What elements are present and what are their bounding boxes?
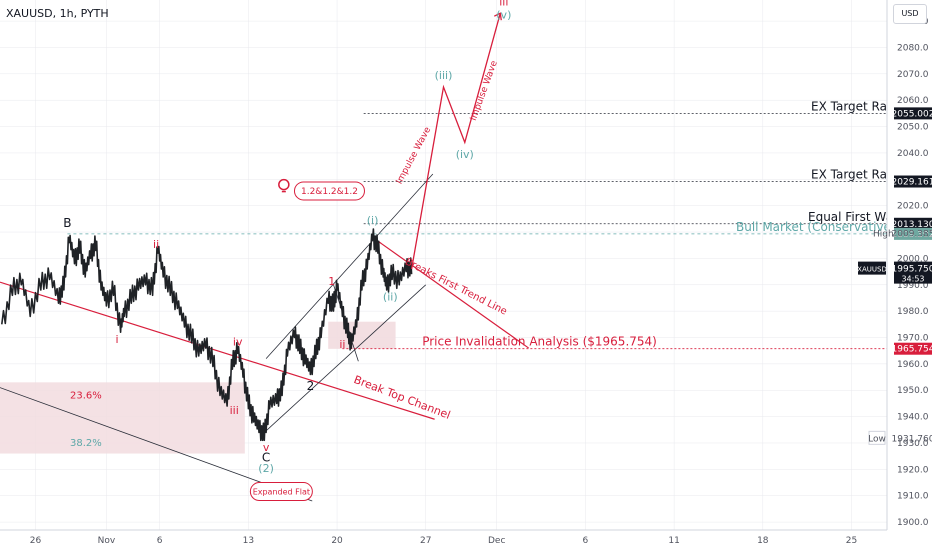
wave-label: iv (233, 335, 243, 348)
wave-label: C (262, 450, 270, 464)
x-tick-label: 27 (420, 536, 431, 546)
wave-label: (2) (258, 462, 274, 475)
fib-label: 23.6% (70, 391, 102, 402)
wave-label: ii (339, 338, 345, 351)
lightbulb-icon (278, 178, 290, 191)
symbol-title: XAUUSD, 1h, PYTH (6, 7, 109, 20)
price-badge (894, 342, 932, 355)
y-tick-label: 2050.0 (897, 123, 929, 133)
y-tick-label: 1980.0 (897, 307, 929, 317)
y-tick-label: 1950.0 (897, 386, 929, 396)
y-tick-label: 1930.0 (897, 439, 929, 449)
fib-zone (0, 382, 245, 454)
wave-label: (i) (367, 214, 379, 227)
price-series (1, 228, 413, 442)
price-badge-text: 2029.161 (892, 178, 932, 188)
wave-label: B (63, 216, 71, 230)
expanded-flat-box (249, 482, 313, 502)
x-tick-label: 18 (757, 536, 769, 546)
x-tick-label: Nov (98, 536, 116, 546)
y-tick-label: 2060.0 (897, 96, 929, 106)
x-tick-label: 26 (30, 536, 42, 546)
y-tick-label: 2020.0 (897, 202, 929, 212)
wave-label: (iii) (435, 69, 453, 82)
y-tick-label: 2040.0 (897, 149, 929, 159)
wave-label: iii (499, 0, 508, 8)
y-tick-label: 1990.0 (897, 281, 929, 291)
y-tick-label: 1970.0 (897, 334, 929, 344)
current-symbol: XAUUSD (857, 266, 887, 274)
x-tick-label: 11 (668, 536, 679, 546)
low-value: 1931.760 (892, 434, 932, 444)
y-tick-label: 2070.0 (897, 70, 929, 80)
price-level-label: EX Target Range (811, 168, 910, 182)
wave-label: 2 (307, 379, 315, 393)
price-badge-text: 2013.130 (892, 220, 932, 230)
projection-path (410, 12, 502, 270)
price-level-label: Equal First Wave (808, 210, 907, 224)
zones (0, 321, 396, 454)
low-label: Low (868, 434, 886, 444)
fib-label: 38.2% (70, 438, 102, 449)
high-value: 2009.385 (892, 230, 932, 240)
projection-line (410, 13, 501, 270)
price-level-label: EX Target Range (811, 99, 910, 113)
price-level-label: Price Invalidation Analysis ($1965.754) (422, 335, 657, 349)
expanded-flat-label: Expanded Flat (253, 488, 310, 497)
ratio-box (293, 181, 365, 201)
wave-label: (v) (496, 8, 511, 21)
price-badge-text: 2009.302 (892, 230, 932, 240)
price-badge-text: 2055.002 (892, 109, 932, 119)
x-tick-label: 6 (583, 536, 589, 546)
wave-label: (ii) (383, 291, 398, 304)
wave-label: iii (230, 404, 239, 417)
price-badge-text: 1965.754 (892, 345, 932, 355)
high-label: High (873, 230, 894, 240)
current-symbol-box (858, 261, 886, 275)
x-tick-label: 25 (846, 536, 857, 546)
x-tick-label: 6 (157, 536, 163, 546)
wave-label: ii (153, 238, 159, 251)
rising-channel-upper (265, 173, 434, 359)
time-axis[interactable]: 26 Nov 6 13 20 27 Dec 6 11 18 25 (0, 529, 887, 546)
low-box (868, 430, 886, 445)
y-tick-label: 2000.0 (897, 254, 929, 264)
price-badge (894, 175, 932, 188)
wave-label: v (263, 441, 270, 454)
y-tick-label: 2080.0 (897, 43, 929, 53)
x-tick-label: Dec (488, 536, 505, 546)
current-price-countdown: 34:53 (901, 275, 924, 284)
y-tick-label: 1920.0 (897, 465, 929, 475)
wave-label: (iv) (456, 148, 474, 161)
price-line (1, 228, 413, 442)
price-axis[interactable]: 1900.0 1910.0 1920.0 1930.0 1940.0 1950.0 1960… (857, 0, 932, 550)
price-badge (894, 217, 932, 230)
current-price-value: 1995.750 (892, 265, 932, 275)
ratio-label: 1.2&1.2&1.2 (301, 187, 358, 197)
x-tick-label: 13 (243, 536, 254, 546)
price-levels: EX Target Range EX Target Range Equal Firs… (342, 99, 928, 350)
price-badge (894, 227, 932, 240)
projection-arrowhead (493, 12, 502, 21)
wave-label: 1 (328, 275, 335, 288)
x-tick-label: 20 (331, 536, 343, 546)
price-level-label: Bull Market (Conservative IDEA) (736, 220, 928, 234)
y-tick-label: 1900.0 (897, 518, 929, 528)
breaks-trend-line-label: Breaks First Trend Line (403, 257, 509, 318)
y-tick-label: 1910.0 (897, 492, 929, 502)
top-channel-line (0, 281, 435, 420)
currency-button[interactable]: USD (893, 4, 927, 24)
y-tick-label: 1960.0 (897, 360, 929, 370)
consolidation-zone (328, 321, 396, 349)
current-price-badge (894, 261, 932, 284)
rising-channel-lower (264, 284, 427, 433)
y-tick-label: 1940.0 (897, 413, 929, 423)
wave-label: i (116, 333, 119, 346)
price-badge (894, 107, 932, 120)
first-trend-line (372, 236, 529, 349)
